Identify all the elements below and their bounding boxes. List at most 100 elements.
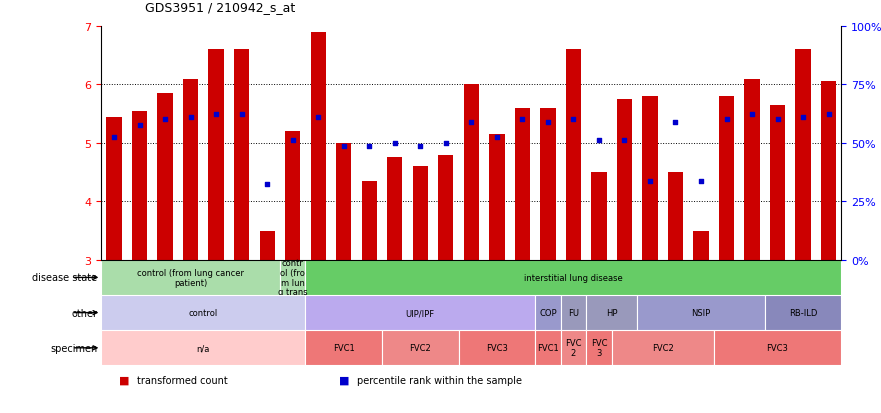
Bar xyxy=(361,181,377,260)
Point xyxy=(566,117,581,123)
Text: COP: COP xyxy=(539,309,557,317)
Point xyxy=(311,114,325,121)
Bar xyxy=(234,50,249,260)
Bar xyxy=(586,330,611,366)
Text: FVC2: FVC2 xyxy=(410,344,431,352)
Bar xyxy=(535,330,560,366)
Point xyxy=(413,143,427,150)
Point xyxy=(720,117,734,123)
Text: other: other xyxy=(71,308,98,318)
Text: ■: ■ xyxy=(339,375,350,385)
Bar xyxy=(158,94,173,260)
Point xyxy=(439,140,453,147)
Point xyxy=(362,143,376,150)
Point xyxy=(694,178,708,185)
Bar xyxy=(744,79,759,260)
Point xyxy=(490,134,504,141)
Text: FVC2: FVC2 xyxy=(652,344,674,352)
Point xyxy=(796,114,811,121)
Bar xyxy=(280,260,306,295)
Text: ■: ■ xyxy=(119,375,130,385)
Bar xyxy=(489,135,505,260)
Point xyxy=(158,117,172,123)
Bar xyxy=(540,109,556,260)
Bar xyxy=(101,295,306,330)
Text: FU: FU xyxy=(568,309,579,317)
Point xyxy=(337,143,351,150)
Text: HP: HP xyxy=(606,309,618,317)
Bar xyxy=(515,109,530,260)
Bar xyxy=(566,50,581,260)
Bar xyxy=(693,231,708,260)
Bar xyxy=(306,260,841,295)
Point xyxy=(771,117,785,123)
Bar xyxy=(591,173,607,260)
Point xyxy=(643,178,657,185)
Bar xyxy=(821,82,836,260)
Point xyxy=(541,120,555,126)
Point xyxy=(285,137,300,144)
Text: FVC3: FVC3 xyxy=(766,344,788,352)
Text: GDS3951 / 210942_s_at: GDS3951 / 210942_s_at xyxy=(145,2,296,14)
Text: FVC1: FVC1 xyxy=(333,344,355,352)
Point xyxy=(592,137,606,144)
Text: transformed count: transformed count xyxy=(137,375,227,385)
Bar xyxy=(306,330,382,366)
Text: n/a: n/a xyxy=(196,344,210,352)
Text: UIP/IPF: UIP/IPF xyxy=(406,309,435,317)
Point xyxy=(464,120,478,126)
Text: disease state: disease state xyxy=(33,273,98,283)
Text: interstitial lung disease: interstitial lung disease xyxy=(524,273,623,282)
Text: FVC
2: FVC 2 xyxy=(565,339,581,357)
Bar xyxy=(617,100,632,260)
Bar xyxy=(209,50,224,260)
Text: NSIP: NSIP xyxy=(692,309,711,317)
Point xyxy=(745,111,759,118)
Bar xyxy=(107,117,122,260)
Text: RB-ILD: RB-ILD xyxy=(788,309,818,317)
Bar xyxy=(336,143,352,260)
Bar xyxy=(714,330,841,366)
Bar xyxy=(387,158,403,260)
Text: FVC
3: FVC 3 xyxy=(590,339,607,357)
Bar xyxy=(311,33,326,260)
Point xyxy=(234,111,248,118)
Bar xyxy=(260,231,275,260)
Bar xyxy=(560,295,586,330)
Bar xyxy=(412,167,428,260)
Point xyxy=(669,120,683,126)
Point xyxy=(209,111,223,118)
Text: control (from lung cancer
patient): control (from lung cancer patient) xyxy=(137,268,244,287)
Point xyxy=(388,140,402,147)
Bar xyxy=(611,330,714,366)
Bar xyxy=(796,50,811,260)
Text: percentile rank within the sample: percentile rank within the sample xyxy=(357,375,522,385)
Bar xyxy=(560,330,586,366)
Point xyxy=(183,114,197,121)
Text: FVC1: FVC1 xyxy=(537,344,559,352)
Text: contr
ol (fro
m lun
g trans: contr ol (fro m lun g trans xyxy=(278,259,307,297)
Bar xyxy=(668,173,683,260)
Text: control: control xyxy=(189,309,218,317)
Bar xyxy=(719,97,734,260)
Bar xyxy=(382,330,459,366)
Bar xyxy=(463,85,479,260)
Bar xyxy=(306,295,535,330)
Bar xyxy=(101,330,306,366)
Bar xyxy=(285,132,300,260)
Text: specimen: specimen xyxy=(50,343,98,353)
Bar xyxy=(535,295,560,330)
Point xyxy=(618,137,632,144)
Bar xyxy=(101,260,280,295)
Bar xyxy=(637,295,765,330)
Bar xyxy=(438,155,454,260)
Bar xyxy=(459,330,535,366)
Point xyxy=(260,181,274,188)
Point xyxy=(107,134,121,141)
Bar xyxy=(586,295,637,330)
Bar xyxy=(765,295,841,330)
Point xyxy=(515,117,529,123)
Bar xyxy=(642,97,657,260)
Text: FVC3: FVC3 xyxy=(486,344,507,352)
Point xyxy=(822,111,836,118)
